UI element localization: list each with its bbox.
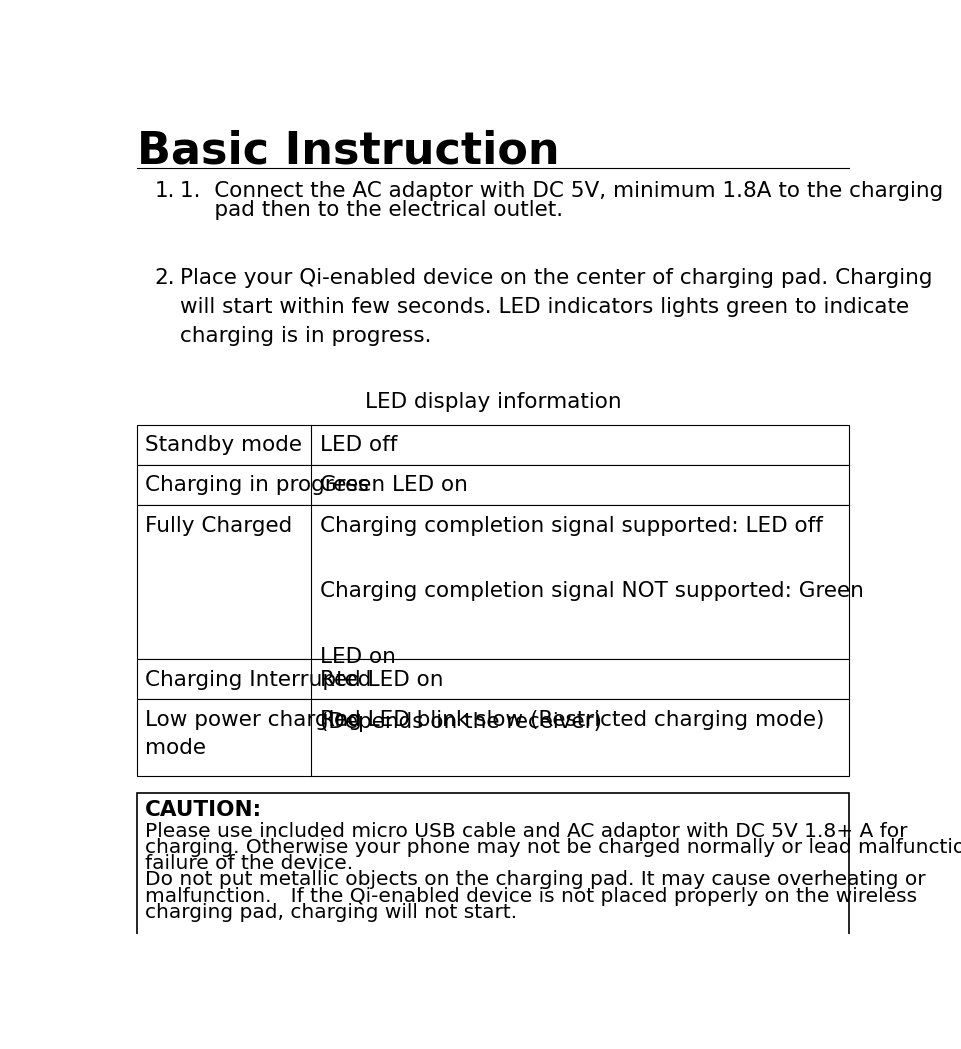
Bar xyxy=(137,699,848,776)
Bar xyxy=(137,659,848,699)
Text: Please use included micro USB cable and AC adaptor with DC 5V 1.8+ A for: Please use included micro USB cable and … xyxy=(145,822,906,841)
Text: LED display information: LED display information xyxy=(364,391,621,411)
Bar xyxy=(137,425,848,465)
Text: Standby mode: Standby mode xyxy=(145,435,302,455)
Text: Fully Charged: Fully Charged xyxy=(145,515,292,535)
Text: charging. Otherwise your phone may not be charged normally or lead malfunction o: charging. Otherwise your phone may not b… xyxy=(145,838,961,857)
Text: Red LED on: Red LED on xyxy=(320,669,443,689)
Text: failure of the device.: failure of the device. xyxy=(145,854,353,874)
Text: malfunction.   If the Qi-enabled device is not placed properly on the wireless: malfunction. If the Qi-enabled device is… xyxy=(145,886,916,905)
Text: 2.: 2. xyxy=(154,269,175,288)
Text: charging pad, charging will not start.: charging pad, charging will not start. xyxy=(145,903,517,922)
Text: Charging Interrupted: Charging Interrupted xyxy=(145,669,371,689)
Text: 1.: 1. xyxy=(154,181,175,201)
Text: 1.  Connect the AC adaptor with DC 5V, minimum 1.8A to the charging: 1. Connect the AC adaptor with DC 5V, mi… xyxy=(180,181,942,201)
Bar xyxy=(137,505,848,659)
Text: LED off: LED off xyxy=(320,435,397,455)
Bar xyxy=(137,465,848,505)
Text: Basic Instruction: Basic Instruction xyxy=(137,130,559,173)
Text: Charging in progress: Charging in progress xyxy=(145,475,368,495)
Text: Red LED blink slow (Restricted charging mode): Red LED blink slow (Restricted charging … xyxy=(320,709,824,729)
Text: Place your Qi-enabled device on the center of charging pad. Charging
will start : Place your Qi-enabled device on the cent… xyxy=(180,269,931,346)
Text: Low power charging
mode: Low power charging mode xyxy=(145,709,361,758)
Text: pad then to the electrical outlet.: pad then to the electrical outlet. xyxy=(180,199,562,220)
Bar xyxy=(137,793,848,935)
Text: Do not put metallic objects on the charging pad. It may cause overheating or: Do not put metallic objects on the charg… xyxy=(145,871,924,890)
Text: Charging completion signal supported: LED off

Charging completion signal NOT su: Charging completion signal supported: LE… xyxy=(320,515,863,732)
Text: CAUTION:: CAUTION: xyxy=(145,800,262,820)
Text: Green LED on: Green LED on xyxy=(320,475,468,495)
